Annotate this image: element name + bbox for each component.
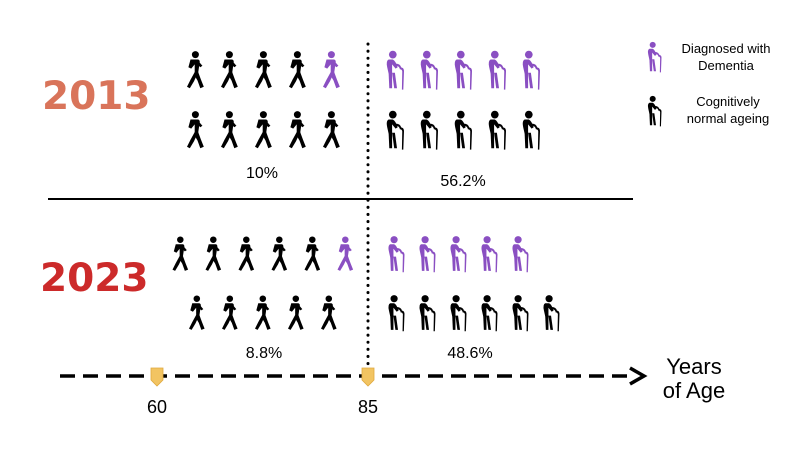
dementia-elder-cane-icon bbox=[386, 50, 404, 90]
dementia-elder-cane-icon bbox=[454, 50, 472, 90]
normal-walker-icon bbox=[323, 111, 340, 149]
normal-elder-cane-icon bbox=[386, 110, 404, 150]
axis-title: Years bbox=[666, 354, 721, 379]
legend-dementia-label: Diagnosed with bbox=[682, 41, 771, 56]
age-tick-label: 60 bbox=[147, 397, 167, 417]
normal-elder-cane-icon bbox=[454, 110, 472, 150]
normal-walker-icon bbox=[289, 111, 306, 149]
percentage-label: 56.2% bbox=[440, 173, 485, 190]
normal-elder-cane-icon bbox=[450, 295, 467, 332]
normal-walker-icon bbox=[255, 295, 271, 330]
dementia-elder-cane-icon bbox=[488, 50, 506, 90]
legend-normal-label: normal ageing bbox=[687, 111, 769, 126]
legend-normal-icon bbox=[647, 95, 662, 127]
normal-walker-icon bbox=[238, 236, 255, 271]
age-axis-arrowhead bbox=[629, 366, 648, 386]
normal-walker-icon bbox=[255, 111, 272, 149]
normal-elder-cane-icon bbox=[420, 110, 438, 150]
dementia-elder-cane-icon bbox=[388, 236, 405, 273]
dementia-elder-cane-icon bbox=[481, 236, 498, 273]
dementia-walker-icon bbox=[323, 51, 340, 89]
normal-walker-icon bbox=[255, 51, 272, 89]
year-label-2023: 2023 bbox=[40, 256, 149, 301]
dementia-elder-cane-icon bbox=[420, 50, 438, 90]
normal-elder-cane-icon bbox=[481, 295, 498, 332]
dementia-elder-cane-icon bbox=[522, 50, 540, 90]
normal-walker-icon bbox=[189, 295, 205, 330]
percentage-label: 8.8% bbox=[246, 345, 282, 362]
legend-dementia-label: Dementia bbox=[698, 58, 754, 73]
normal-walker-icon bbox=[321, 295, 337, 330]
normal-walker-icon bbox=[221, 111, 238, 149]
age-tick-marker bbox=[150, 367, 164, 387]
normal-walker-icon bbox=[222, 295, 238, 330]
axis-title: of Age bbox=[663, 378, 725, 403]
normal-elder-cane-icon bbox=[388, 295, 405, 332]
year-label-2013: 2013 bbox=[42, 74, 151, 119]
normal-elder-cane-icon bbox=[522, 110, 540, 150]
normal-walker-icon bbox=[289, 51, 306, 89]
dementia-elder-cane-icon bbox=[450, 236, 467, 273]
dementia-elder-cane-icon bbox=[419, 236, 436, 273]
normal-walker-icon bbox=[221, 51, 238, 89]
legend-dementia-icon bbox=[647, 41, 662, 73]
age-tick-marker bbox=[361, 367, 375, 387]
normal-walker-icon bbox=[172, 236, 189, 271]
normal-elder-cane-icon bbox=[419, 295, 436, 332]
normal-walker-icon bbox=[187, 111, 204, 149]
legend-normal-label: Cognitively bbox=[696, 94, 760, 109]
normal-elder-cane-icon bbox=[512, 295, 529, 332]
percentage-label: 10% bbox=[246, 165, 278, 182]
normal-elder-cane-icon bbox=[543, 295, 560, 332]
dementia-walker-icon bbox=[337, 236, 354, 271]
normal-walker-icon bbox=[205, 236, 222, 271]
normal-walker-icon bbox=[187, 51, 204, 89]
normal-walker-icon bbox=[288, 295, 304, 330]
age-tick-label: 85 bbox=[358, 397, 378, 417]
percentage-label: 48.6% bbox=[447, 345, 492, 362]
dementia-elder-cane-icon bbox=[512, 236, 529, 273]
normal-elder-cane-icon bbox=[488, 110, 506, 150]
normal-walker-icon bbox=[304, 236, 321, 271]
normal-walker-icon bbox=[271, 236, 288, 271]
